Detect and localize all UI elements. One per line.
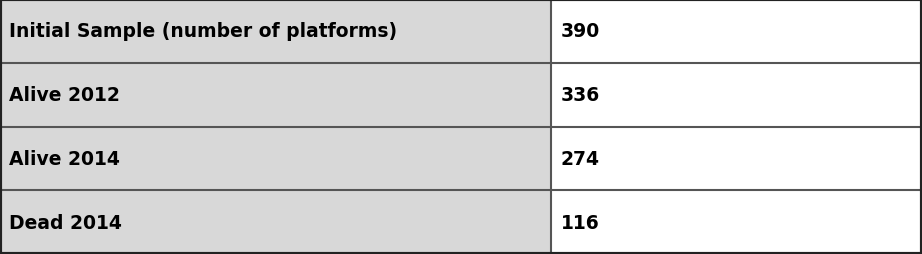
Text: 390: 390 — [561, 22, 600, 41]
Bar — [551, 190, 922, 254]
Bar — [551, 64, 922, 127]
Text: Alive 2012: Alive 2012 — [9, 86, 120, 105]
Text: Dead 2014: Dead 2014 — [9, 213, 122, 232]
Bar — [551, 0, 922, 64]
Bar — [551, 127, 922, 190]
Text: 274: 274 — [561, 149, 599, 168]
Text: 336: 336 — [561, 86, 600, 105]
Text: 116: 116 — [561, 213, 599, 232]
Text: Initial Sample (number of platforms): Initial Sample (number of platforms) — [9, 22, 397, 41]
Text: Alive 2014: Alive 2014 — [9, 149, 120, 168]
